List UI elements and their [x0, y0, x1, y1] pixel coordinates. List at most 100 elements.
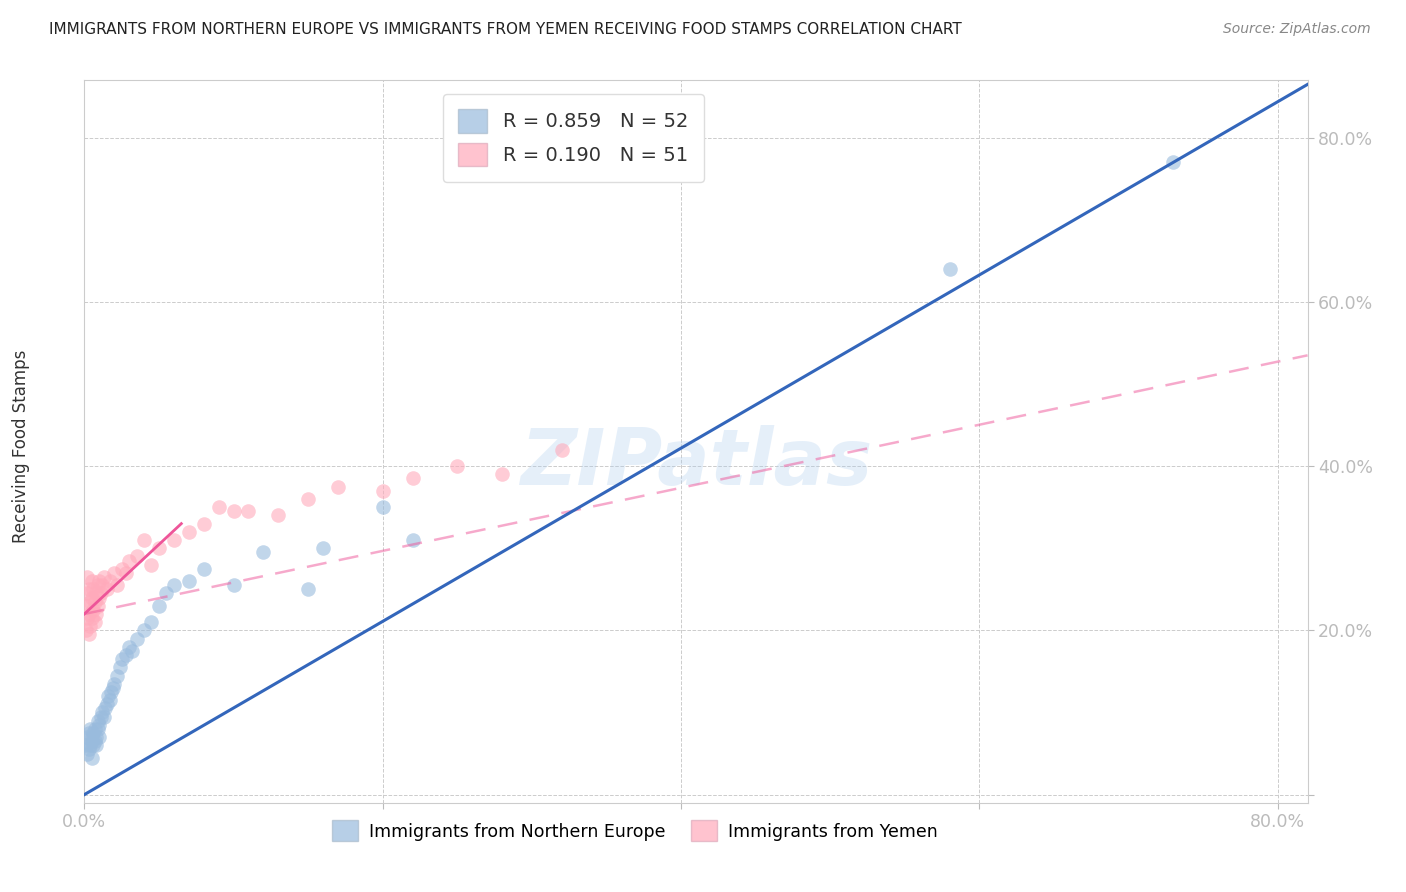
Point [87, 722, 110, 736]
Text: Source: ZipAtlas.com: Source: ZipAtlas.com [1223, 22, 1371, 37]
Point [83, 615, 105, 630]
Point [82, 582, 104, 597]
Point [84, 739, 107, 753]
Point [177, 524, 200, 539]
Point [77, 742, 100, 756]
Point [89, 718, 111, 732]
Text: Receiving Food Stamps: Receiving Food Stamps [13, 350, 30, 542]
Point [115, 566, 138, 580]
Point [80, 574, 103, 588]
Point [87, 578, 110, 592]
Point [177, 574, 200, 588]
Point [1163, 155, 1185, 169]
Point [89, 591, 111, 605]
Point [76, 611, 98, 625]
Point [108, 660, 131, 674]
Text: ZIPatlas: ZIPatlas [520, 425, 872, 501]
Point [87, 714, 110, 728]
Point [297, 582, 319, 597]
Point [103, 677, 125, 691]
Legend: Immigrants from Northern Europe, Immigrants from Yemen: Immigrants from Northern Europe, Immigra… [325, 814, 945, 848]
Point [96, 582, 118, 597]
Point [446, 459, 468, 474]
Point [82, 739, 104, 753]
Point [77, 607, 100, 621]
Point [938, 262, 960, 277]
Point [77, 726, 100, 740]
Point [79, 722, 101, 736]
Point [77, 627, 100, 641]
Point [89, 574, 111, 588]
Point [148, 599, 170, 613]
Point [76, 570, 98, 584]
Point [238, 504, 260, 518]
Point [96, 698, 118, 712]
Point [132, 624, 155, 638]
Point [90, 586, 112, 600]
Point [111, 562, 134, 576]
Point [115, 648, 138, 662]
Point [163, 533, 186, 547]
Point [76, 747, 98, 761]
Point [118, 640, 141, 654]
Point [100, 685, 122, 699]
Point [80, 591, 103, 605]
Text: IMMIGRANTS FROM NORTHERN EUROPE VS IMMIGRANTS FROM YEMEN RECEIVING FOOD STAMPS C: IMMIGRANTS FROM NORTHERN EUROPE VS IMMIG… [49, 22, 962, 37]
Point [84, 586, 107, 600]
Point [82, 603, 104, 617]
Point [79, 739, 101, 753]
Point [222, 578, 245, 592]
Point [76, 586, 98, 600]
Point [80, 734, 103, 748]
Point [76, 730, 98, 744]
Point [267, 508, 290, 523]
Point [84, 607, 107, 621]
Point [79, 619, 101, 633]
Point [82, 726, 104, 740]
Point [125, 632, 148, 646]
Point [551, 442, 574, 457]
Point [83, 734, 105, 748]
Point [90, 709, 112, 723]
Point [75, 624, 97, 638]
Point [80, 750, 103, 764]
Point [97, 689, 120, 703]
Point [75, 599, 97, 613]
Point [83, 594, 105, 608]
Point [193, 516, 215, 531]
Point [326, 480, 349, 494]
Point [163, 578, 186, 592]
Point [118, 553, 141, 567]
Point [141, 615, 163, 630]
Point [101, 681, 124, 695]
Point [93, 709, 115, 723]
Point [155, 586, 177, 600]
Point [94, 701, 117, 715]
Point [91, 706, 114, 720]
Point [132, 533, 155, 547]
Point [222, 504, 245, 518]
Point [125, 549, 148, 564]
Point [79, 594, 101, 608]
Point [491, 467, 513, 482]
Point [103, 566, 125, 580]
Point [193, 562, 215, 576]
Point [121, 644, 143, 658]
Point [84, 730, 107, 744]
Point [141, 558, 163, 572]
Point [98, 574, 121, 588]
Point [93, 570, 115, 584]
Point [89, 730, 111, 744]
Point [91, 578, 114, 592]
Point [77, 582, 100, 597]
Point [80, 730, 103, 744]
Point [148, 541, 170, 556]
Point [207, 500, 229, 515]
Point [105, 668, 128, 682]
Point [297, 491, 319, 506]
Point [312, 541, 335, 556]
Point [98, 693, 121, 707]
Point [105, 578, 128, 592]
Point [75, 739, 97, 753]
Point [252, 545, 274, 559]
